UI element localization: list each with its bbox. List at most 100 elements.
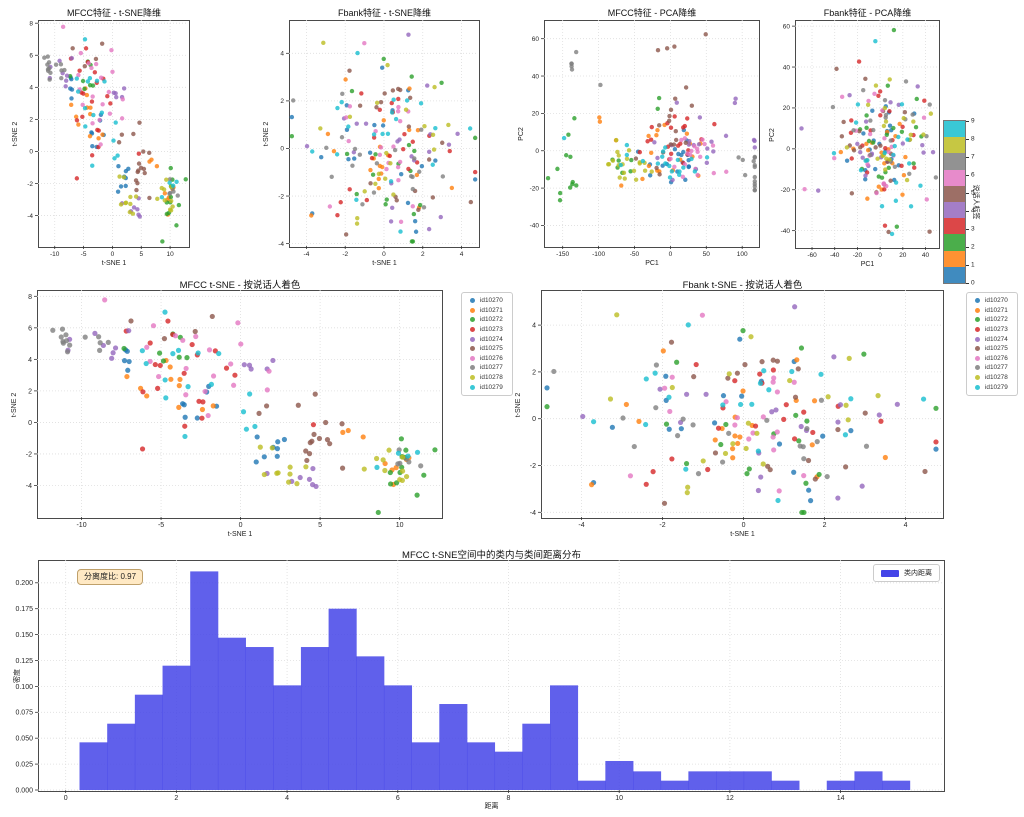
scatter-point xyxy=(184,355,190,361)
svg-text:10: 10 xyxy=(615,795,623,802)
scatter-point xyxy=(395,86,401,92)
scatter-point xyxy=(891,152,896,158)
scatter-point xyxy=(430,162,435,167)
scatter-point xyxy=(668,125,674,130)
scatter-point xyxy=(700,137,705,142)
scatter-point xyxy=(399,454,406,460)
scatter-point xyxy=(325,131,331,137)
svg-text:2: 2 xyxy=(174,795,178,802)
scatter-point xyxy=(392,147,398,153)
scatter-point xyxy=(143,360,149,367)
scatter-point xyxy=(45,68,51,73)
scatter-point xyxy=(53,62,59,67)
scatter-point xyxy=(349,88,355,94)
scatter-point xyxy=(399,171,404,177)
scatter-point xyxy=(426,226,432,232)
scatter-point xyxy=(394,198,399,203)
scatter-point xyxy=(289,134,295,139)
scatter-point xyxy=(46,60,52,65)
scatter-point xyxy=(886,165,891,170)
scatter-point xyxy=(732,433,738,439)
scatter-point xyxy=(382,467,388,474)
scatter-point xyxy=(128,318,134,324)
scatter-point xyxy=(141,149,146,154)
scatter-point xyxy=(396,96,401,102)
svg-text:4: 4 xyxy=(280,51,284,58)
scatter-point xyxy=(206,347,213,353)
scatter-point xyxy=(209,313,215,320)
scatter-point xyxy=(88,105,93,110)
scatter-point xyxy=(410,139,415,144)
scatter-point xyxy=(327,441,333,447)
scatter-point xyxy=(794,357,800,363)
scatter-point xyxy=(901,116,906,121)
legend-marker-icon xyxy=(470,375,475,381)
scatter-point xyxy=(662,385,668,391)
colorbar-segment xyxy=(944,234,965,251)
scatter-point xyxy=(399,468,406,474)
scatter-point xyxy=(628,169,633,174)
x-axis-label: t-SNE 1 xyxy=(372,260,397,267)
scatter-point xyxy=(660,149,666,154)
scatter-point xyxy=(849,191,855,196)
scatter-point xyxy=(761,368,767,374)
scatter-point xyxy=(882,187,887,192)
scatter-point xyxy=(574,183,579,188)
scatter-point xyxy=(740,157,745,163)
scatter-point xyxy=(162,309,168,315)
scatter-point xyxy=(654,165,659,171)
scatter-point xyxy=(752,423,759,429)
scatter-point xyxy=(660,348,666,354)
scatter-point xyxy=(614,312,620,318)
scatter-point xyxy=(851,128,856,133)
legend-marker-icon xyxy=(975,365,980,371)
histogram-bar xyxy=(882,780,911,790)
scatter-point xyxy=(905,137,910,142)
scatter-point xyxy=(147,340,153,346)
scatter-point xyxy=(791,436,798,442)
svg-text:-150: -150 xyxy=(556,251,569,258)
legend-item: id10274 xyxy=(969,334,1015,344)
scatter-point xyxy=(675,157,681,163)
scatter-point xyxy=(106,89,112,95)
scatter-point xyxy=(725,375,731,381)
scatter-point xyxy=(63,78,69,83)
colorbar-segment xyxy=(944,202,965,219)
scatter-point xyxy=(421,472,427,478)
scatter-point xyxy=(677,169,682,174)
scatter-point xyxy=(133,178,139,183)
scatter-point xyxy=(633,177,639,182)
legend-marker-icon xyxy=(975,346,980,352)
scatter-point xyxy=(369,155,375,161)
scatter-point xyxy=(359,91,364,96)
svg-text:8: 8 xyxy=(29,20,33,27)
scatter-point xyxy=(853,120,859,125)
scatter-point xyxy=(154,163,160,169)
scatter-point xyxy=(870,108,875,113)
scatter-point xyxy=(83,46,89,51)
subplot-fbank-tsne-speaker: Fbank t-SNE - 按说话人着色 t-SNE 2 t-SNE 1 -4-… xyxy=(515,280,944,538)
scatter-point xyxy=(181,402,187,408)
scatter-point xyxy=(266,368,272,374)
scatter-point xyxy=(697,115,703,120)
scatter-point xyxy=(60,340,66,346)
scatter-point xyxy=(324,437,331,443)
scatter-point xyxy=(740,388,746,394)
plot-canvas: -4 -2 0 2 4 4 2 0 -2 -4 xyxy=(278,20,478,258)
scatter-point xyxy=(609,424,615,430)
scatter-point xyxy=(737,336,743,342)
scatter-point xyxy=(395,450,402,456)
scatter-point xyxy=(787,377,793,384)
svg-text:0.075: 0.075 xyxy=(15,710,33,717)
scatter-point xyxy=(624,152,630,158)
scatter-point xyxy=(340,91,345,97)
scatter-point xyxy=(84,92,90,98)
scatter-point xyxy=(309,438,315,444)
scatter-point xyxy=(393,480,400,486)
scatter-point xyxy=(42,55,47,60)
svg-text:10: 10 xyxy=(396,522,404,529)
scatter-point xyxy=(74,176,80,181)
scatter-point xyxy=(381,56,386,62)
scatter-point xyxy=(877,89,883,94)
scatter-point xyxy=(309,213,314,218)
